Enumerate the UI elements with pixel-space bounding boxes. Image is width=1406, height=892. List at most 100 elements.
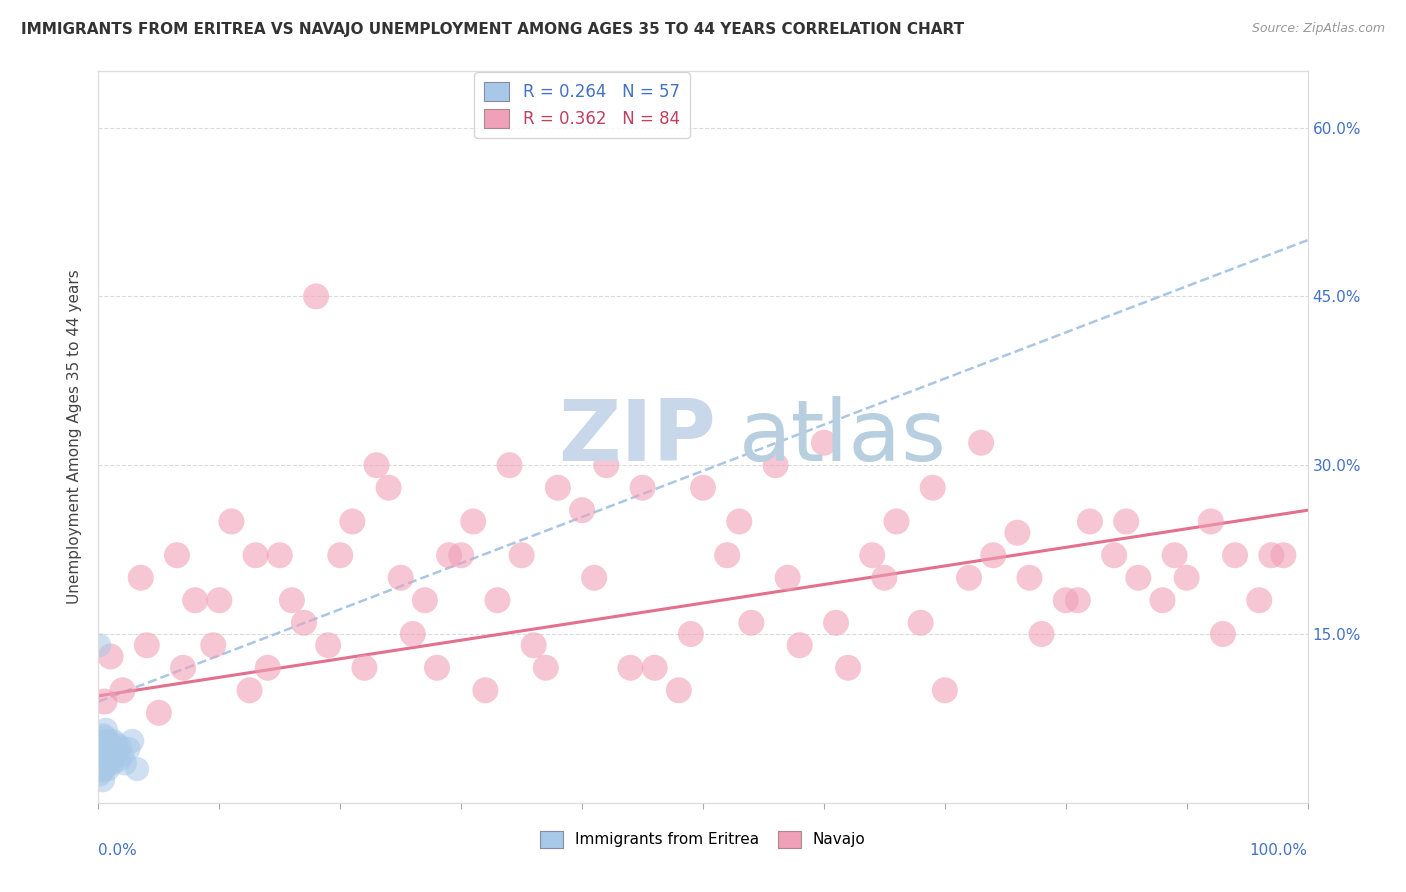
Point xyxy=(208,593,231,607)
Point xyxy=(91,756,114,771)
Point xyxy=(96,748,118,763)
Point xyxy=(571,503,593,517)
Point xyxy=(103,734,125,748)
Point xyxy=(114,756,136,771)
Text: 0.0%: 0.0% xyxy=(98,843,138,858)
Point xyxy=(89,753,111,767)
Point xyxy=(1018,571,1040,585)
Text: Source: ZipAtlas.com: Source: ZipAtlas.com xyxy=(1251,22,1385,36)
Point xyxy=(90,739,112,754)
Point xyxy=(510,548,533,562)
Point xyxy=(89,638,111,652)
Point xyxy=(413,593,436,607)
Point xyxy=(957,571,980,585)
Point xyxy=(728,515,751,529)
Point xyxy=(89,767,111,781)
Point xyxy=(93,694,115,708)
Point xyxy=(825,615,848,630)
Point xyxy=(377,481,399,495)
Point xyxy=(679,627,702,641)
Point xyxy=(103,751,125,765)
Point xyxy=(90,745,112,759)
Point xyxy=(94,723,117,737)
Point xyxy=(87,756,110,771)
Point xyxy=(90,764,112,779)
Legend: Immigrants from Eritrea, Navajo: Immigrants from Eritrea, Navajo xyxy=(534,825,872,854)
Point xyxy=(245,548,267,562)
Point xyxy=(98,756,121,771)
Point xyxy=(1212,627,1234,641)
Point xyxy=(184,593,207,607)
Point xyxy=(269,548,291,562)
Point xyxy=(619,661,641,675)
Point xyxy=(921,481,943,495)
Point xyxy=(1249,593,1271,607)
Point xyxy=(1007,525,1029,540)
Point xyxy=(148,706,170,720)
Point xyxy=(97,741,120,756)
Point xyxy=(860,548,883,562)
Point xyxy=(121,734,143,748)
Point xyxy=(96,741,118,756)
Point xyxy=(89,751,111,765)
Point xyxy=(523,638,546,652)
Point xyxy=(89,762,111,776)
Y-axis label: Unemployment Among Ages 35 to 44 years: Unemployment Among Ages 35 to 44 years xyxy=(67,269,83,605)
Point xyxy=(107,745,129,759)
Point xyxy=(118,741,141,756)
Point xyxy=(534,661,557,675)
Point xyxy=(463,515,485,529)
Text: atlas: atlas xyxy=(740,395,948,479)
Point xyxy=(93,745,115,759)
Point xyxy=(1031,627,1053,641)
Point xyxy=(1128,571,1150,585)
Point xyxy=(1199,515,1222,529)
Point xyxy=(765,458,787,473)
Point xyxy=(221,515,243,529)
Point xyxy=(96,756,118,771)
Point xyxy=(837,661,859,675)
Point xyxy=(474,683,496,698)
Point xyxy=(135,638,157,652)
Point xyxy=(981,548,1004,562)
Point xyxy=(93,756,115,771)
Point xyxy=(91,734,114,748)
Point xyxy=(402,627,425,641)
Point xyxy=(96,739,118,754)
Point xyxy=(1260,548,1282,562)
Point xyxy=(547,481,569,495)
Point xyxy=(342,515,364,529)
Point xyxy=(96,753,118,767)
Point xyxy=(105,737,128,751)
Point xyxy=(202,638,225,652)
Point xyxy=(583,571,606,585)
Point xyxy=(101,756,124,771)
Point xyxy=(970,435,993,450)
Point xyxy=(498,458,520,473)
Point xyxy=(94,751,117,765)
Point xyxy=(1054,593,1077,607)
Point xyxy=(94,731,117,745)
Point xyxy=(98,751,121,765)
Point xyxy=(486,593,509,607)
Point xyxy=(886,515,908,529)
Point xyxy=(91,751,114,765)
Point xyxy=(101,748,124,763)
Point xyxy=(740,615,762,630)
Point xyxy=(166,548,188,562)
Point xyxy=(104,741,127,756)
Point xyxy=(100,745,122,759)
Point xyxy=(90,748,112,763)
Point xyxy=(789,638,811,652)
Point xyxy=(100,753,122,767)
Point xyxy=(450,548,472,562)
Point xyxy=(89,760,111,774)
Text: 100.0%: 100.0% xyxy=(1250,843,1308,858)
Point xyxy=(127,762,149,776)
Point xyxy=(98,739,121,754)
Point xyxy=(97,745,120,759)
Point xyxy=(1223,548,1246,562)
Point xyxy=(389,571,412,585)
Point xyxy=(108,753,131,767)
Point xyxy=(172,661,194,675)
